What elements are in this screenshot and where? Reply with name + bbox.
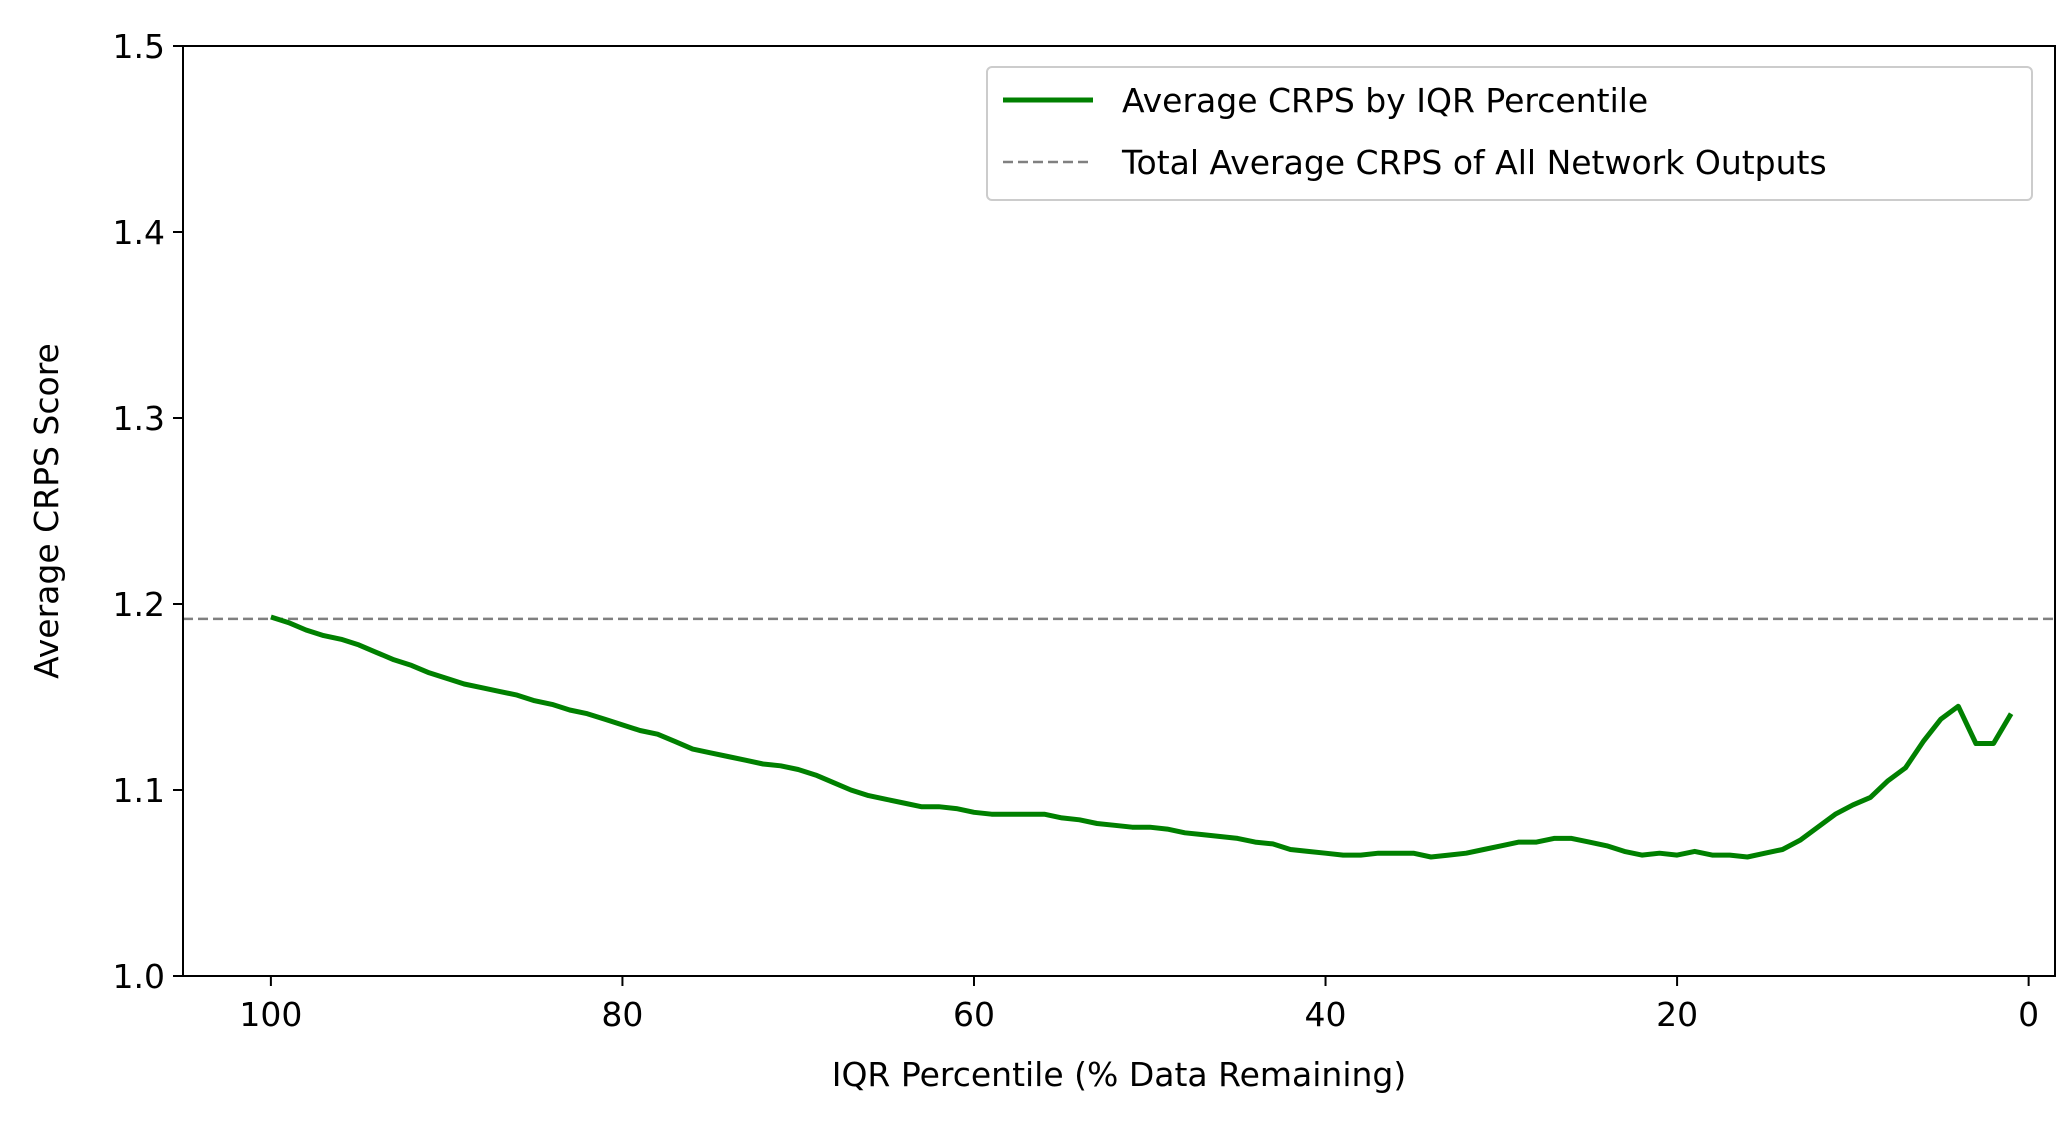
y-tick-label: 1.2 bbox=[113, 585, 165, 624]
x-tick-label: 80 bbox=[601, 995, 643, 1034]
y-axis-ticks: 1.0 1.1 1.2 1.3 1.4 1.5 bbox=[113, 27, 183, 996]
x-tick-label: 0 bbox=[2018, 995, 2039, 1034]
x-tick-label: 60 bbox=[953, 995, 995, 1034]
y-tick-label: 1.4 bbox=[113, 213, 165, 252]
legend: Average CRPS by IQR Percentile Total Ave… bbox=[986, 66, 2033, 201]
x-axis-label: IQR Percentile (% Data Remaining) bbox=[832, 1055, 1407, 1094]
x-tick-label: 100 bbox=[239, 995, 302, 1034]
axes-frame bbox=[182, 45, 2056, 977]
plot-area bbox=[183, 614, 2055, 860]
y-tick-label: 1.3 bbox=[113, 399, 165, 438]
y-tick-label: 1.1 bbox=[113, 771, 165, 810]
x-axis-ticks: 100 80 60 40 20 0 bbox=[239, 976, 2039, 1034]
y-axis-label: Average CRPS Score bbox=[27, 343, 66, 679]
y-tick-label: 1.5 bbox=[113, 27, 165, 66]
legend-label-total-average-crps: Total Average CRPS of All Network Output… bbox=[1121, 143, 1827, 182]
legend-frame bbox=[986, 66, 2033, 201]
x-tick-label: 40 bbox=[1305, 995, 1347, 1034]
series-line-average-crps bbox=[270, 614, 2014, 860]
legend-label-average-crps: Average CRPS by IQR Percentile bbox=[1122, 81, 1648, 120]
x-tick-label: 20 bbox=[1656, 995, 1698, 1034]
y-tick-label: 1.0 bbox=[113, 957, 165, 996]
